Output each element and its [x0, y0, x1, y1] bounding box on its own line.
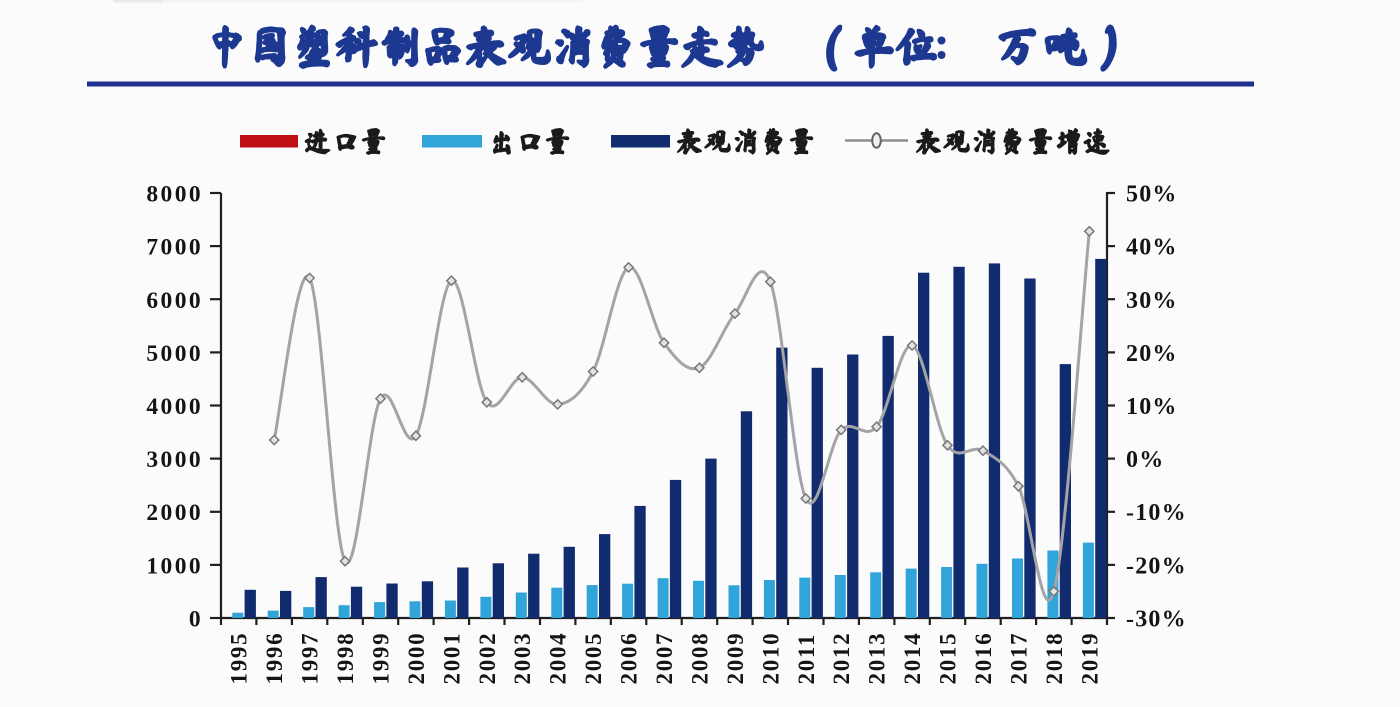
- svg-text:2015: 2015: [936, 632, 961, 685]
- svg-text:2011: 2011: [794, 633, 819, 685]
- svg-text:3000: 3000: [146, 447, 203, 473]
- svg-text:2010: 2010: [758, 632, 783, 685]
- svg-text:1996: 1996: [262, 632, 287, 685]
- svg-text:8000: 8000: [146, 182, 203, 208]
- svg-text:2013: 2013: [865, 632, 890, 685]
- svg-text:2001: 2001: [439, 632, 464, 685]
- svg-text:2018: 2018: [1042, 632, 1067, 685]
- svg-text:2012: 2012: [829, 632, 854, 685]
- svg-text:6000: 6000: [146, 288, 203, 314]
- svg-text:5000: 5000: [146, 341, 203, 367]
- svg-text:1999: 1999: [369, 632, 394, 685]
- svg-text:2006: 2006: [617, 632, 642, 685]
- svg-text:30%: 30%: [1126, 288, 1178, 314]
- svg-text:40%: 40%: [1126, 235, 1178, 261]
- svg-text:2002: 2002: [475, 632, 500, 685]
- svg-text:-20%: -20%: [1126, 553, 1187, 579]
- svg-text:2004: 2004: [546, 632, 571, 685]
- svg-text:2009: 2009: [723, 632, 748, 685]
- svg-text:20%: 20%: [1126, 341, 1178, 367]
- svg-text:0: 0: [189, 607, 203, 633]
- svg-text:10%: 10%: [1126, 394, 1178, 420]
- svg-text:2014: 2014: [900, 632, 925, 685]
- svg-text:2017: 2017: [1006, 632, 1031, 685]
- svg-text:1998: 1998: [333, 632, 358, 685]
- svg-text:1995: 1995: [227, 632, 252, 685]
- svg-text:2000: 2000: [404, 632, 429, 685]
- svg-text:2005: 2005: [581, 632, 606, 685]
- svg-text:2003: 2003: [510, 632, 535, 685]
- svg-text:-10%: -10%: [1126, 500, 1187, 526]
- svg-text:50%: 50%: [1126, 182, 1178, 208]
- svg-text:2019: 2019: [1077, 632, 1102, 685]
- svg-text:1997: 1997: [298, 632, 323, 685]
- svg-text:2000: 2000: [146, 500, 203, 526]
- svg-text:4000: 4000: [146, 394, 203, 420]
- svg-text:1000: 1000: [146, 553, 203, 579]
- svg-text:-30%: -30%: [1126, 607, 1187, 633]
- svg-text:0%: 0%: [1126, 447, 1164, 473]
- svg-text:2008: 2008: [687, 632, 712, 685]
- svg-text:2007: 2007: [652, 632, 677, 685]
- svg-text:2016: 2016: [971, 632, 996, 685]
- svg-text:7000: 7000: [146, 235, 203, 261]
